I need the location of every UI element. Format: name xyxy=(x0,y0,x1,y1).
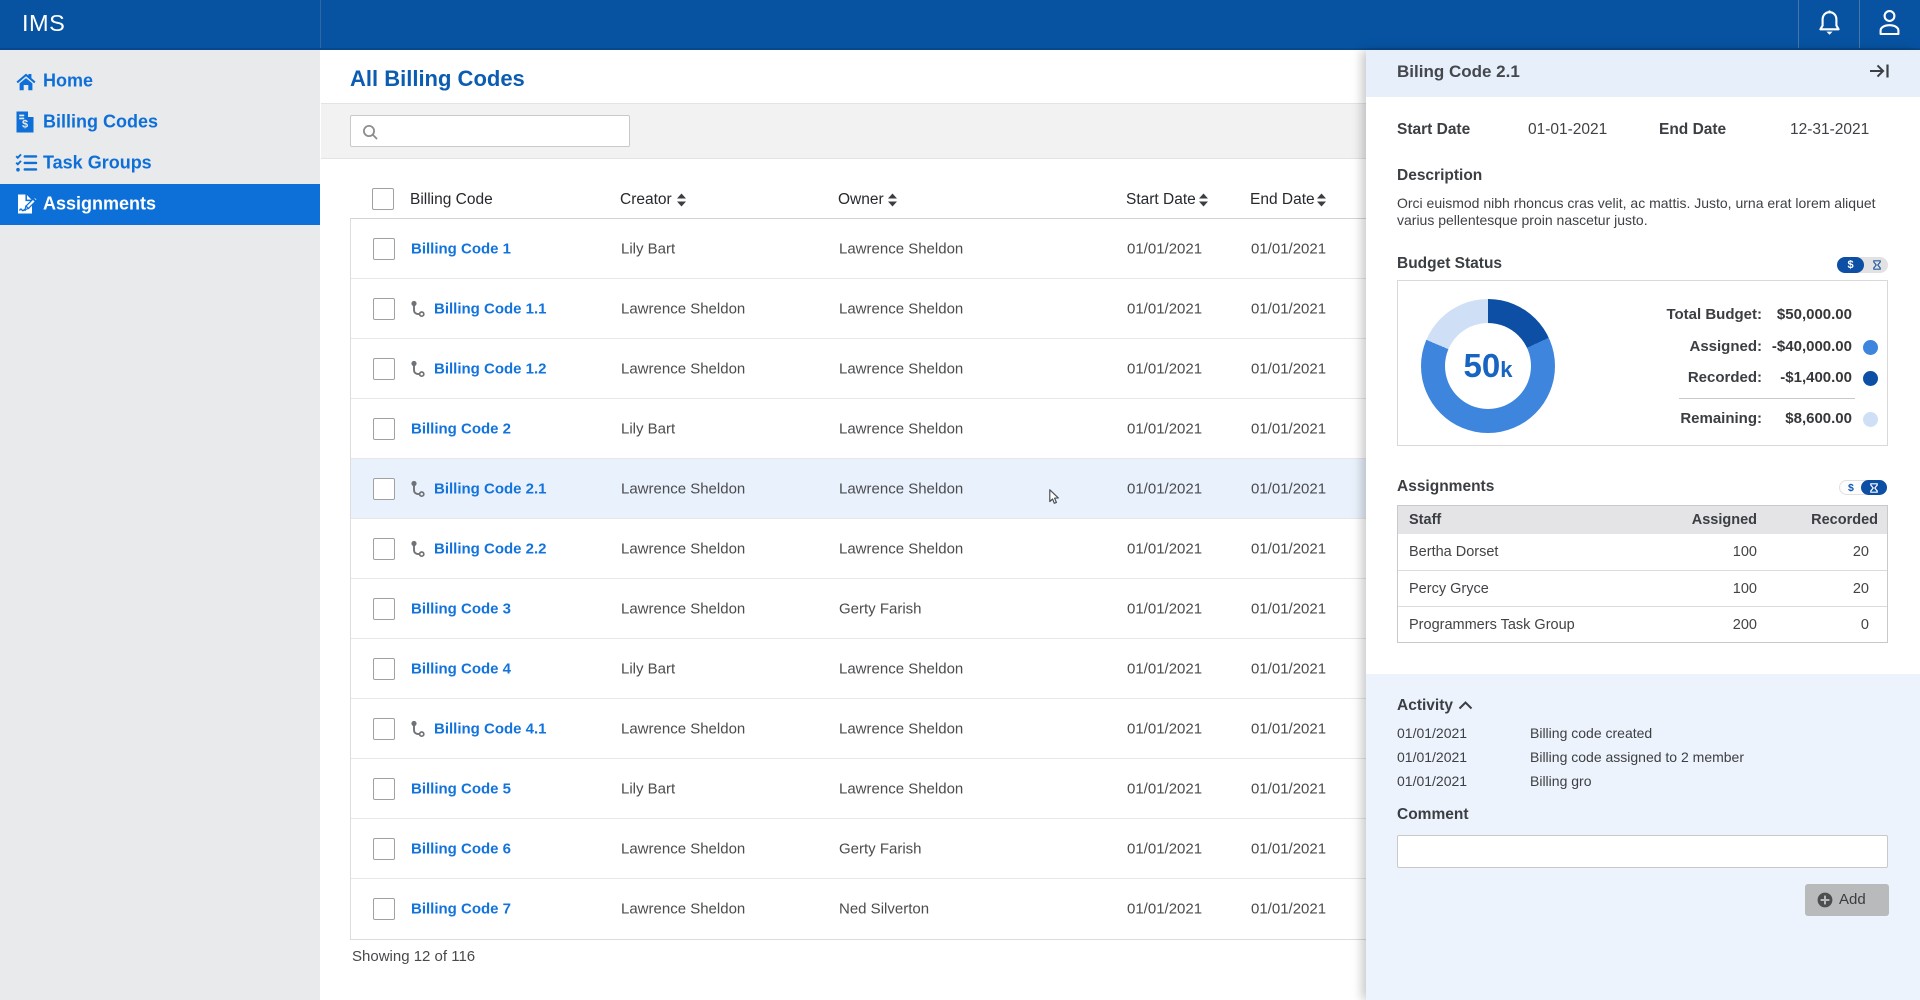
svg-text:$: $ xyxy=(22,119,28,131)
